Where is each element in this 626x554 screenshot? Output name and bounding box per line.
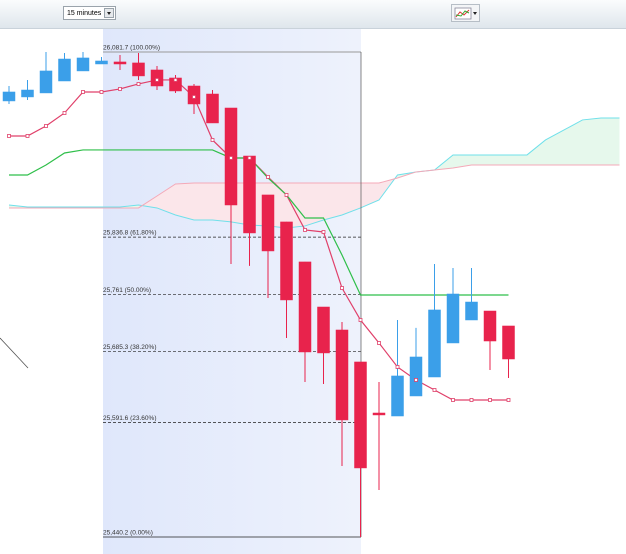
cloud-fill: [508, 154, 527, 166]
line-marker: [469, 398, 474, 402]
candle-body: [113, 61, 127, 65]
candle-body: [132, 62, 145, 77]
dropdown-button[interactable]: [104, 8, 114, 18]
candle-body: [261, 194, 275, 252]
cloud-fill: [527, 139, 546, 166]
candle-body: [243, 155, 256, 234]
candle-body: [391, 375, 404, 417]
candle-body: [502, 325, 515, 360]
chart-type-button[interactable]: [451, 4, 480, 22]
line-marker: [62, 111, 67, 115]
toolbar: 15 minutes: [0, 0, 626, 29]
candle-body: [465, 301, 478, 321]
candle-body: [446, 293, 460, 344]
line-marker: [229, 156, 233, 160]
candle-body: [206, 93, 219, 124]
line-marker: [81, 90, 85, 94]
cloud-fill: [342, 182, 361, 215]
line-marker: [44, 124, 48, 128]
candle-body: [2, 91, 16, 102]
cloud-fill: [582, 117, 601, 166]
chart-type-icon: [454, 7, 477, 20]
line-marker: [118, 87, 122, 91]
line-marker: [136, 82, 141, 86]
line-marker: [247, 156, 252, 160]
lagging-line: [0, 337, 29, 369]
candle-body: [95, 60, 108, 65]
cloud-fill: [601, 117, 620, 166]
cloud-fill: [545, 129, 564, 166]
candle-body: [317, 306, 330, 354]
interval-text: 15 minutes: [67, 10, 102, 17]
fib-label: 25,836.8 (61.80%): [103, 230, 156, 237]
line-marker: [414, 378, 418, 382]
candle-body: [150, 69, 164, 87]
fib-label: 25,440.2 (0.00%): [103, 529, 153, 536]
fib-label: 25,591.6 (23.60%): [103, 415, 156, 422]
cloud-fill: [471, 154, 490, 166]
cloud-fill: [194, 182, 213, 220]
line-marker: [7, 134, 11, 138]
line-marker: [266, 175, 270, 179]
candle-body: [21, 89, 34, 98]
cloud-span: [9, 164, 620, 209]
candle-body: [428, 309, 441, 378]
line-marker: [395, 365, 400, 369]
fib-label: 26,081.7 (100.00%): [103, 44, 160, 51]
line-marker: [340, 286, 344, 290]
cloud-fill: [157, 183, 176, 215]
candle-body: [280, 221, 293, 301]
candle-body: [187, 85, 201, 105]
line-marker: [321, 230, 326, 234]
line-marker: [99, 90, 104, 94]
line-marker: [432, 388, 437, 392]
line-marker: [155, 78, 159, 82]
line-marker: [451, 398, 455, 402]
cloud-fill: [305, 182, 324, 226]
line-marker: [284, 193, 289, 197]
cloud-fill: [286, 182, 305, 228]
candle-body: [354, 361, 367, 469]
line-marker: [488, 398, 492, 402]
candle-body: [169, 77, 182, 92]
cloud-fill: [323, 182, 342, 220]
line-marker: [506, 398, 511, 402]
candle-body: [76, 57, 90, 72]
cloud-fill: [564, 119, 583, 166]
cloud-fill: [453, 154, 472, 168]
candle-body: [409, 356, 423, 397]
candle-body: [483, 310, 497, 342]
candle-body: [335, 329, 349, 421]
fib-label: 25,685.3 (38.20%): [103, 344, 156, 351]
candle-body: [372, 412, 386, 416]
line-marker: [377, 341, 381, 345]
cloud-span: [8, 117, 620, 229]
line-marker: [303, 228, 307, 232]
interval-select[interactable]: 15 minutes: [63, 6, 116, 20]
line-marker: [192, 95, 196, 99]
line-marker: [358, 318, 363, 322]
candle-body: [39, 70, 53, 94]
line-marker: [210, 138, 215, 142]
line-marker: [173, 78, 178, 82]
candle-body: [298, 261, 312, 353]
cloud-fill: [175, 182, 194, 220]
cloud-fill: [490, 154, 509, 166]
fib-label: 25,761 (50.00%): [103, 287, 151, 294]
candle-body: [58, 58, 71, 82]
line-marker: [25, 134, 30, 138]
indicator-line: [9, 149, 509, 296]
